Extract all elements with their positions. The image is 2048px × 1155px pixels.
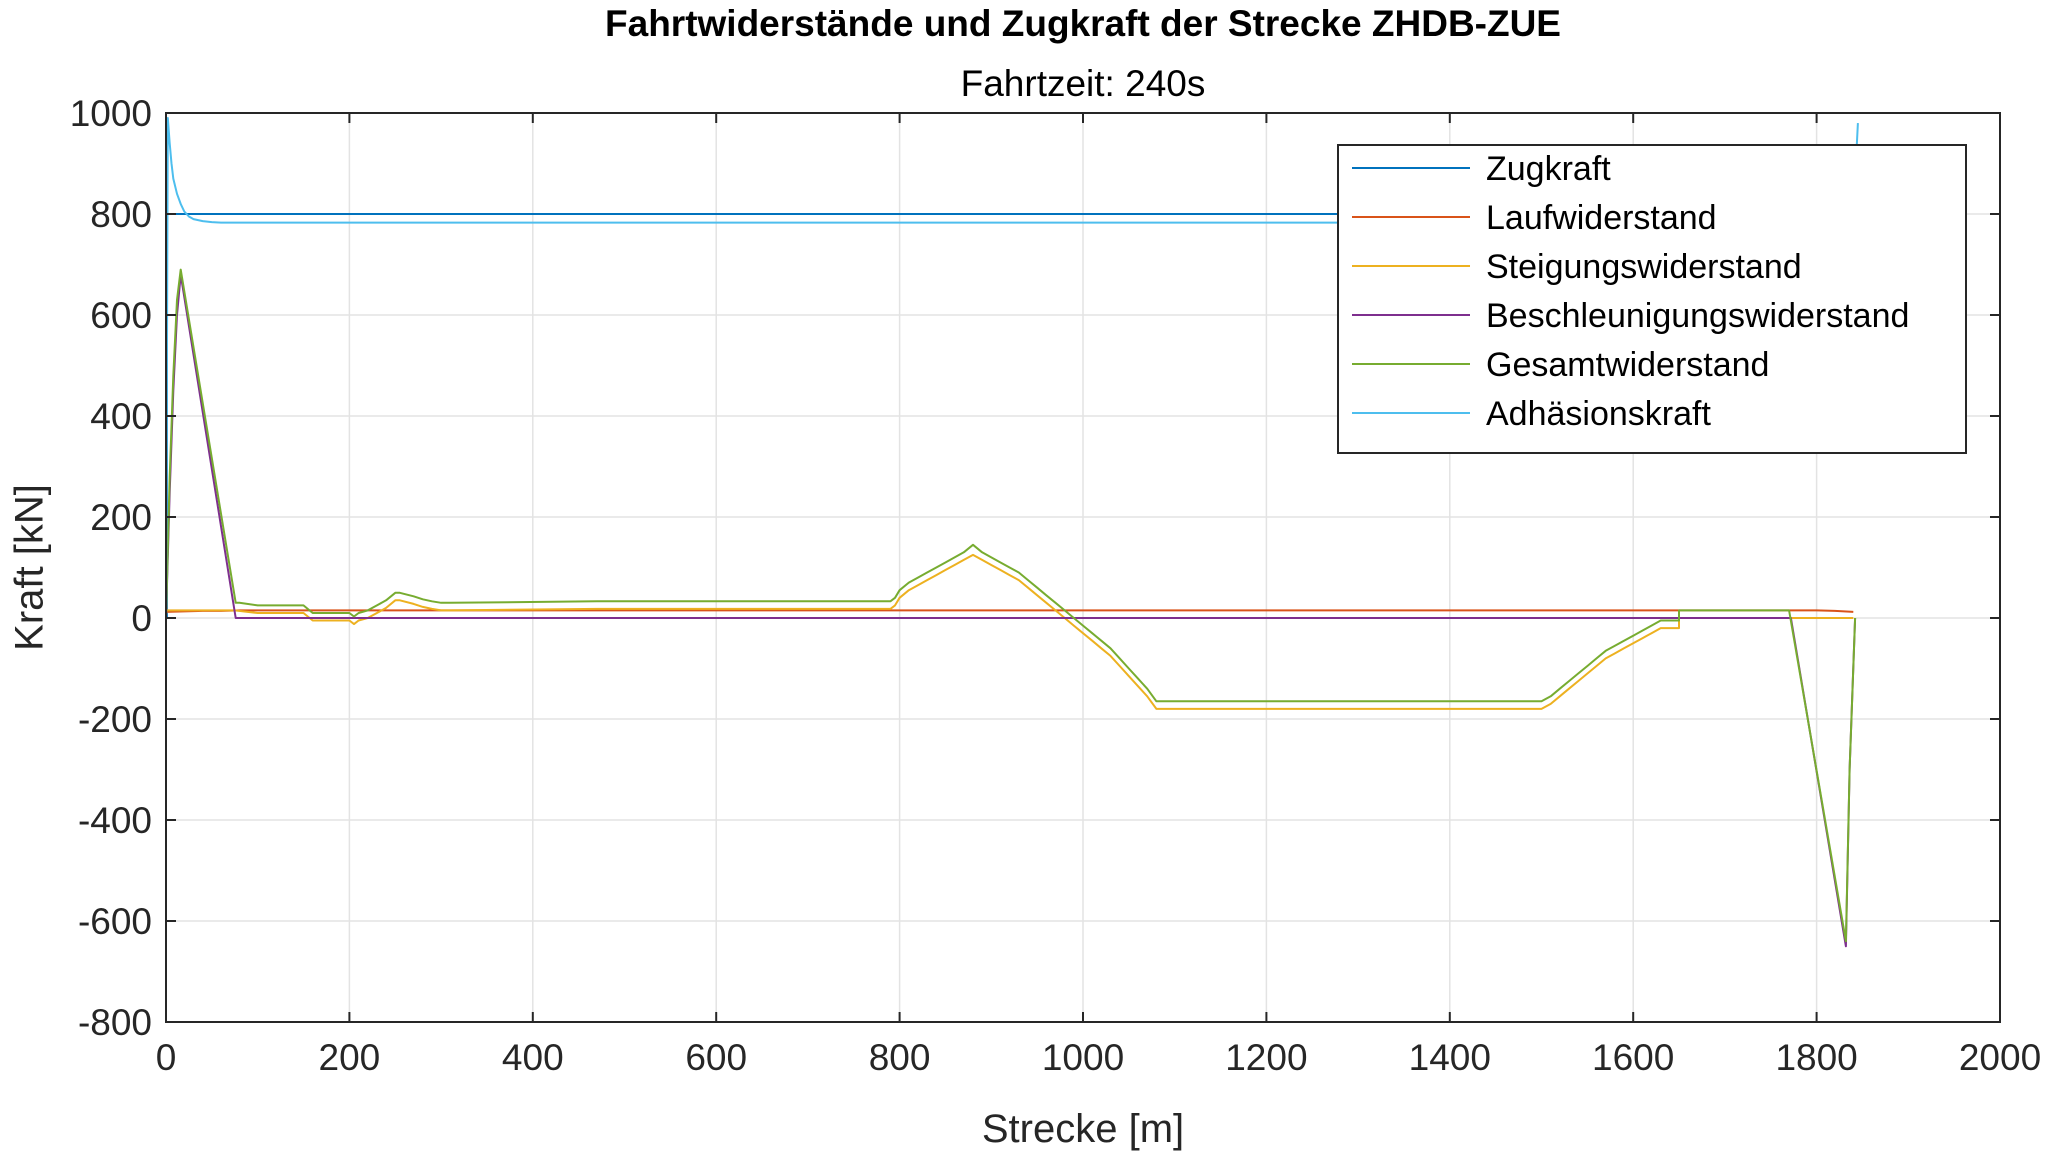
x-tick-label: 800	[869, 1037, 931, 1078]
x-tick-label: 1400	[1409, 1037, 1491, 1078]
y-tick-label: 0	[131, 598, 152, 639]
chart-subtitle: Fahrtzeit: 240s	[961, 63, 1206, 104]
y-tick-label: 200	[90, 497, 152, 538]
x-tick-label: 200	[319, 1037, 381, 1078]
legend-items: Zugkraft Laufwiderstand Steigungswiderstan…	[1352, 150, 1909, 433]
series-line-2	[166, 553, 1854, 710]
x-tick-label: 600	[685, 1037, 747, 1078]
y-axis-label: Kraft [kN]	[8, 484, 52, 651]
x-tick-label: 1200	[1225, 1037, 1307, 1078]
legend-label-5: Adhäsionskraft	[1486, 395, 1711, 433]
legend-label-3: Beschleunigungswiderstand	[1486, 297, 1909, 335]
legend-label-4: Gesamtwiderstand	[1486, 346, 1769, 384]
y-tick-label: 400	[90, 396, 152, 437]
legend: Zugkraft Laufwiderstand Steigungswiderstan…	[1337, 144, 1967, 454]
y-tick-label: 600	[90, 295, 152, 336]
series-line-4	[165, 268, 1857, 943]
chart-title: Fahrtwiderstände und Zugkraft der Streck…	[605, 3, 1561, 44]
x-tick-label: 1600	[1592, 1037, 1674, 1078]
y-tick-label: 800	[90, 194, 152, 235]
legend-label-2: Steigungswiderstand	[1486, 248, 1802, 286]
y-tick-label: -400	[78, 800, 152, 841]
y-tick-label: -200	[78, 699, 152, 740]
series-line-5	[165, 117, 1859, 619]
legend-label-1: Laufwiderstand	[1486, 199, 1717, 237]
legend-label-0: Zugkraft	[1486, 150, 1611, 188]
x-axis-label: Strecke [m]	[982, 1107, 1184, 1151]
legend-box	[1337, 144, 1967, 454]
axis-ticks: 0 200 400 600 800 1000 1200 1400 1600 1800 2000-80…	[70, 93, 2041, 1078]
x-tick-label: 2000	[1959, 1037, 2041, 1078]
y-tick-label: 1000	[70, 93, 152, 134]
x-tick-label: 1000	[1042, 1037, 1124, 1078]
x-tick-label: 1800	[1775, 1037, 1857, 1078]
x-tick-label: 400	[502, 1037, 564, 1078]
x-tick-label: 0	[156, 1037, 177, 1078]
y-tick-label: -600	[78, 901, 152, 942]
y-tick-label: -800	[78, 1002, 152, 1043]
